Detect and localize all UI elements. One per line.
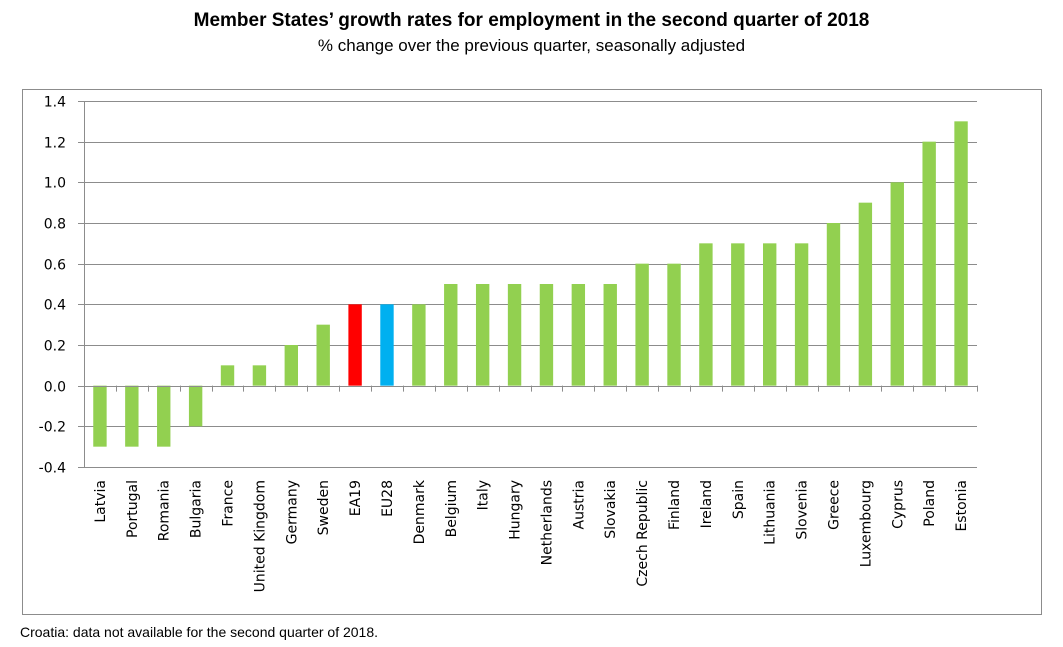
y-axis-ticks: -0.4 -0.2 0.0 0.2 0.4 0.6 0.8 1.0 1.2 1.4 bbox=[39, 95, 84, 477]
x-label-cyprus: Cyprus bbox=[890, 480, 906, 529]
y-tick-label: 0.0 bbox=[44, 380, 66, 396]
x-label-czech-republic: Czech Republic bbox=[635, 480, 651, 587]
bar-denmark bbox=[412, 304, 426, 386]
x-label-united-kingdom: United Kingdom bbox=[252, 480, 268, 592]
x-label-austria: Austria bbox=[571, 480, 587, 529]
x-label-france: France bbox=[221, 480, 237, 527]
bar-slovenia bbox=[794, 243, 809, 386]
y-tick-label: 1.2 bbox=[44, 136, 66, 152]
bar-spain bbox=[731, 243, 745, 386]
bars bbox=[93, 121, 968, 447]
x-label-finland: Finland bbox=[667, 480, 683, 530]
x-label-germany: Germany bbox=[284, 480, 300, 544]
chart-frame bbox=[22, 89, 1042, 615]
x-label-portugal: Portugal bbox=[125, 480, 141, 538]
bar-luxembourg bbox=[858, 202, 873, 386]
bar-poland bbox=[922, 141, 936, 386]
bar-slovakia bbox=[603, 284, 617, 386]
bar-sweden bbox=[316, 324, 330, 386]
x-label-poland: Poland bbox=[922, 480, 938, 527]
y-tick-label: -0.4 bbox=[39, 461, 66, 477]
bar-romania bbox=[157, 385, 171, 447]
bar-netherlands bbox=[539, 284, 554, 386]
bar-greece bbox=[826, 223, 841, 386]
x-axis-labels: Latvia Portugal Romania Bulgaria France Unite… bbox=[93, 479, 970, 592]
x-label-ea19: EA19 bbox=[348, 480, 364, 516]
bar-eu28 bbox=[380, 304, 394, 386]
bar-portugal bbox=[125, 385, 139, 447]
x-label-belgium: Belgium bbox=[444, 480, 460, 537]
bar-ea19 bbox=[348, 304, 362, 386]
x-label-sweden: Sweden bbox=[316, 480, 332, 535]
bar-bulgaria bbox=[188, 385, 203, 427]
x-label-slovenia: Slovenia bbox=[795, 480, 811, 540]
x-label-greece: Greece bbox=[826, 480, 842, 530]
y-tick-label: 0.6 bbox=[44, 258, 66, 274]
x-label-lithuania: Lithuania bbox=[763, 480, 779, 545]
x-label-slovakia: Slovakia bbox=[603, 480, 619, 539]
bar-lithuania bbox=[762, 243, 777, 386]
x-label-italy: Italy bbox=[476, 480, 492, 510]
y-tick-label: 0.4 bbox=[44, 298, 66, 314]
bar-austria bbox=[571, 284, 586, 386]
x-label-luxembourg: Luxembourg bbox=[858, 480, 874, 567]
axes bbox=[84, 101, 978, 467]
bar-latvia bbox=[93, 385, 107, 447]
bar-ireland bbox=[699, 243, 713, 386]
y-tick-label: 1.4 bbox=[44, 95, 66, 111]
y-tick-label: -0.2 bbox=[39, 420, 66, 436]
x-label-estonia: Estonia bbox=[954, 480, 970, 532]
bar-belgium bbox=[444, 284, 458, 386]
bar-finland bbox=[667, 263, 681, 386]
bar-czech-republic bbox=[635, 263, 649, 386]
bar-cyprus bbox=[890, 182, 904, 386]
y-tick-label: 0.8 bbox=[44, 217, 66, 233]
bar-united-kingdom bbox=[252, 365, 267, 386]
x-label-hungary: Hungary bbox=[508, 480, 524, 540]
bar-germany bbox=[284, 345, 299, 386]
bar-hungary bbox=[507, 284, 522, 386]
x-label-ireland: Ireland bbox=[699, 480, 715, 528]
x-label-spain: Spain bbox=[731, 480, 747, 519]
bar-estonia bbox=[954, 121, 968, 386]
chart-subtitle: % change over the previous quarter, seas… bbox=[317, 36, 746, 55]
x-label-latvia: Latvia bbox=[93, 480, 109, 523]
x-label-romania: Romania bbox=[157, 480, 173, 541]
bar-italy bbox=[475, 284, 490, 386]
x-label-bulgaria: Bulgaria bbox=[189, 480, 205, 538]
y-tick-label: 1.0 bbox=[44, 176, 66, 192]
x-label-eu28: EU28 bbox=[380, 480, 396, 517]
y-tick-label: 0.2 bbox=[44, 339, 66, 355]
x-label-netherlands: Netherlands bbox=[539, 480, 555, 565]
bar-france bbox=[220, 365, 235, 386]
footnote: Croatia: data not available for the seco… bbox=[20, 624, 379, 640]
x-label-denmark: Denmark bbox=[412, 479, 428, 544]
chart-title: Member States’ growth rates for employme… bbox=[193, 10, 870, 31]
